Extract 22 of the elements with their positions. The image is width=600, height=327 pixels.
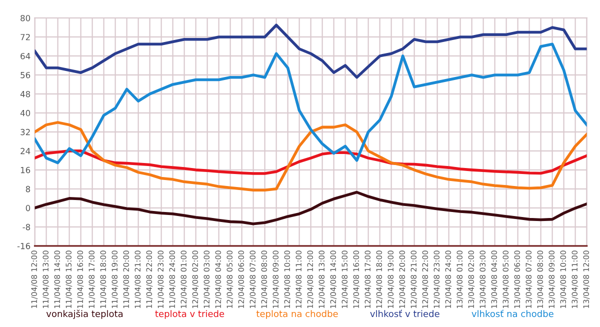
y-tick-label: 72 xyxy=(20,34,30,40)
y-tick-label: 64 xyxy=(20,52,30,60)
line-series xyxy=(34,190,587,226)
y-tick-label: -8 xyxy=(22,224,30,230)
y-tick-label: 32 xyxy=(20,128,30,136)
text: vlhkosť v triede xyxy=(370,310,440,318)
text: vlhkosť na chodbe xyxy=(472,310,554,318)
line-series xyxy=(34,121,587,192)
y-tick-label: 24 xyxy=(20,148,30,154)
y-tick-label: 8 xyxy=(26,186,30,192)
text: teplota na chodbe xyxy=(256,310,338,319)
y-tick-label: 0 xyxy=(26,204,30,212)
y-tick-label: 56 xyxy=(20,72,30,78)
text: teplota v triede xyxy=(155,310,224,319)
y-tick-label: 40 xyxy=(20,110,30,116)
y-tick-label: 48 xyxy=(20,90,30,98)
line-series xyxy=(34,24,587,79)
y-tick-label: 80 xyxy=(20,14,30,22)
line-series xyxy=(34,42,587,164)
y-tick-label: -16 xyxy=(17,242,30,250)
y-tick-label: 16 xyxy=(20,166,30,174)
text: vonkajšia teplota xyxy=(46,310,123,319)
